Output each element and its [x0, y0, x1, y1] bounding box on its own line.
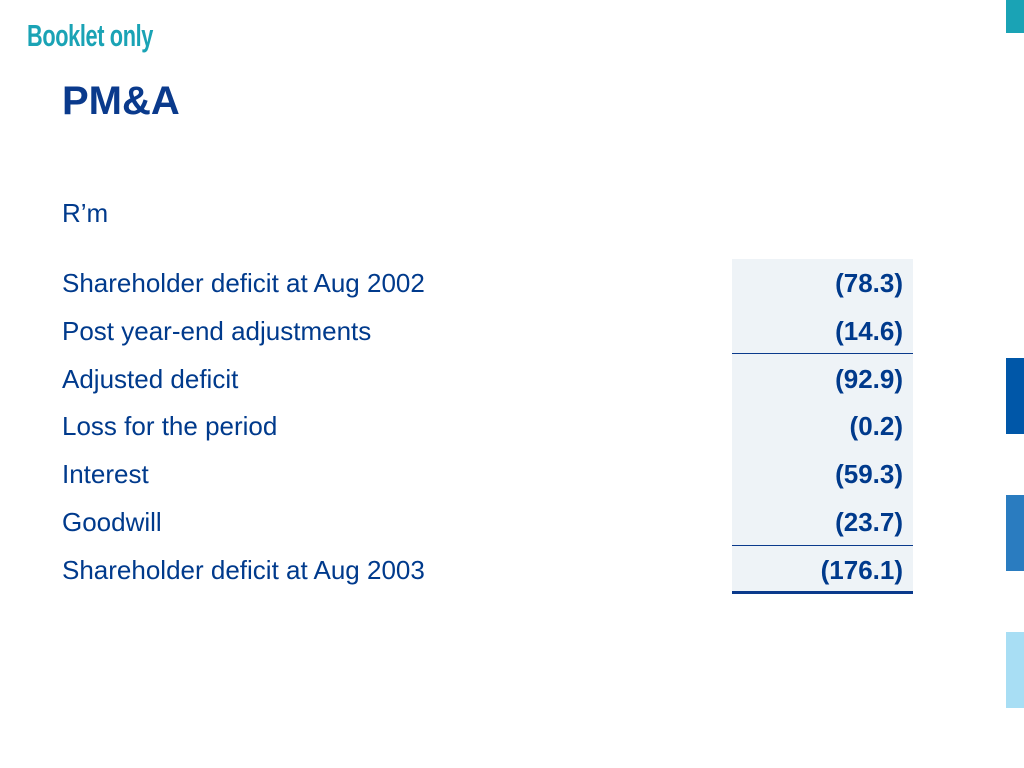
table-row: Shareholder deficit at Aug 2002 (78.3) — [0, 259, 1024, 307]
table-row: Goodwill (23.7) — [0, 498, 1024, 546]
row-label: Goodwill — [62, 506, 162, 537]
row-value: (78.3) — [835, 268, 903, 298]
total-rule — [732, 545, 913, 546]
table-row: Adjusted deficit (92.9) — [0, 355, 1024, 403]
row-value: (23.7) — [835, 506, 903, 537]
row-label: Shareholder deficit at Aug 2002 — [62, 268, 425, 298]
table-row-total: Shareholder deficit at Aug 2003 (176.1) — [0, 546, 1024, 594]
row-label: Adjusted deficit — [62, 363, 239, 394]
value-column-background — [732, 259, 913, 594]
total-underline-rule — [732, 591, 913, 594]
row-label: Post year-end adjustments — [62, 315, 372, 346]
row-label: Loss for the period — [62, 411, 278, 442]
row-value: (0.2) — [849, 411, 903, 442]
row-label: Shareholder deficit at Aug 2003 — [62, 554, 425, 585]
subtotal-rule — [732, 353, 913, 354]
table-row: Interest (59.3) — [0, 450, 1024, 498]
row-label: Interest — [62, 459, 149, 490]
deficit-table: Shareholder deficit at Aug 2002 (78.3) P… — [0, 259, 1024, 594]
side-tab — [1006, 632, 1024, 708]
side-tab — [1006, 358, 1024, 434]
row-value: (92.9) — [835, 363, 903, 394]
row-value: (176.1) — [820, 554, 903, 585]
side-tab — [1006, 495, 1024, 571]
page-title: PM&A — [62, 79, 180, 123]
table-row: Loss for the period (0.2) — [0, 402, 1024, 450]
side-tab — [1006, 0, 1024, 33]
row-value: (59.3) — [835, 459, 903, 490]
row-value: (14.6) — [835, 315, 903, 346]
unit-label: R’m — [62, 198, 109, 228]
table-row: Post year-end adjustments (14.6) — [0, 307, 1024, 355]
booklet-only-note: Booklet only — [27, 18, 154, 53]
